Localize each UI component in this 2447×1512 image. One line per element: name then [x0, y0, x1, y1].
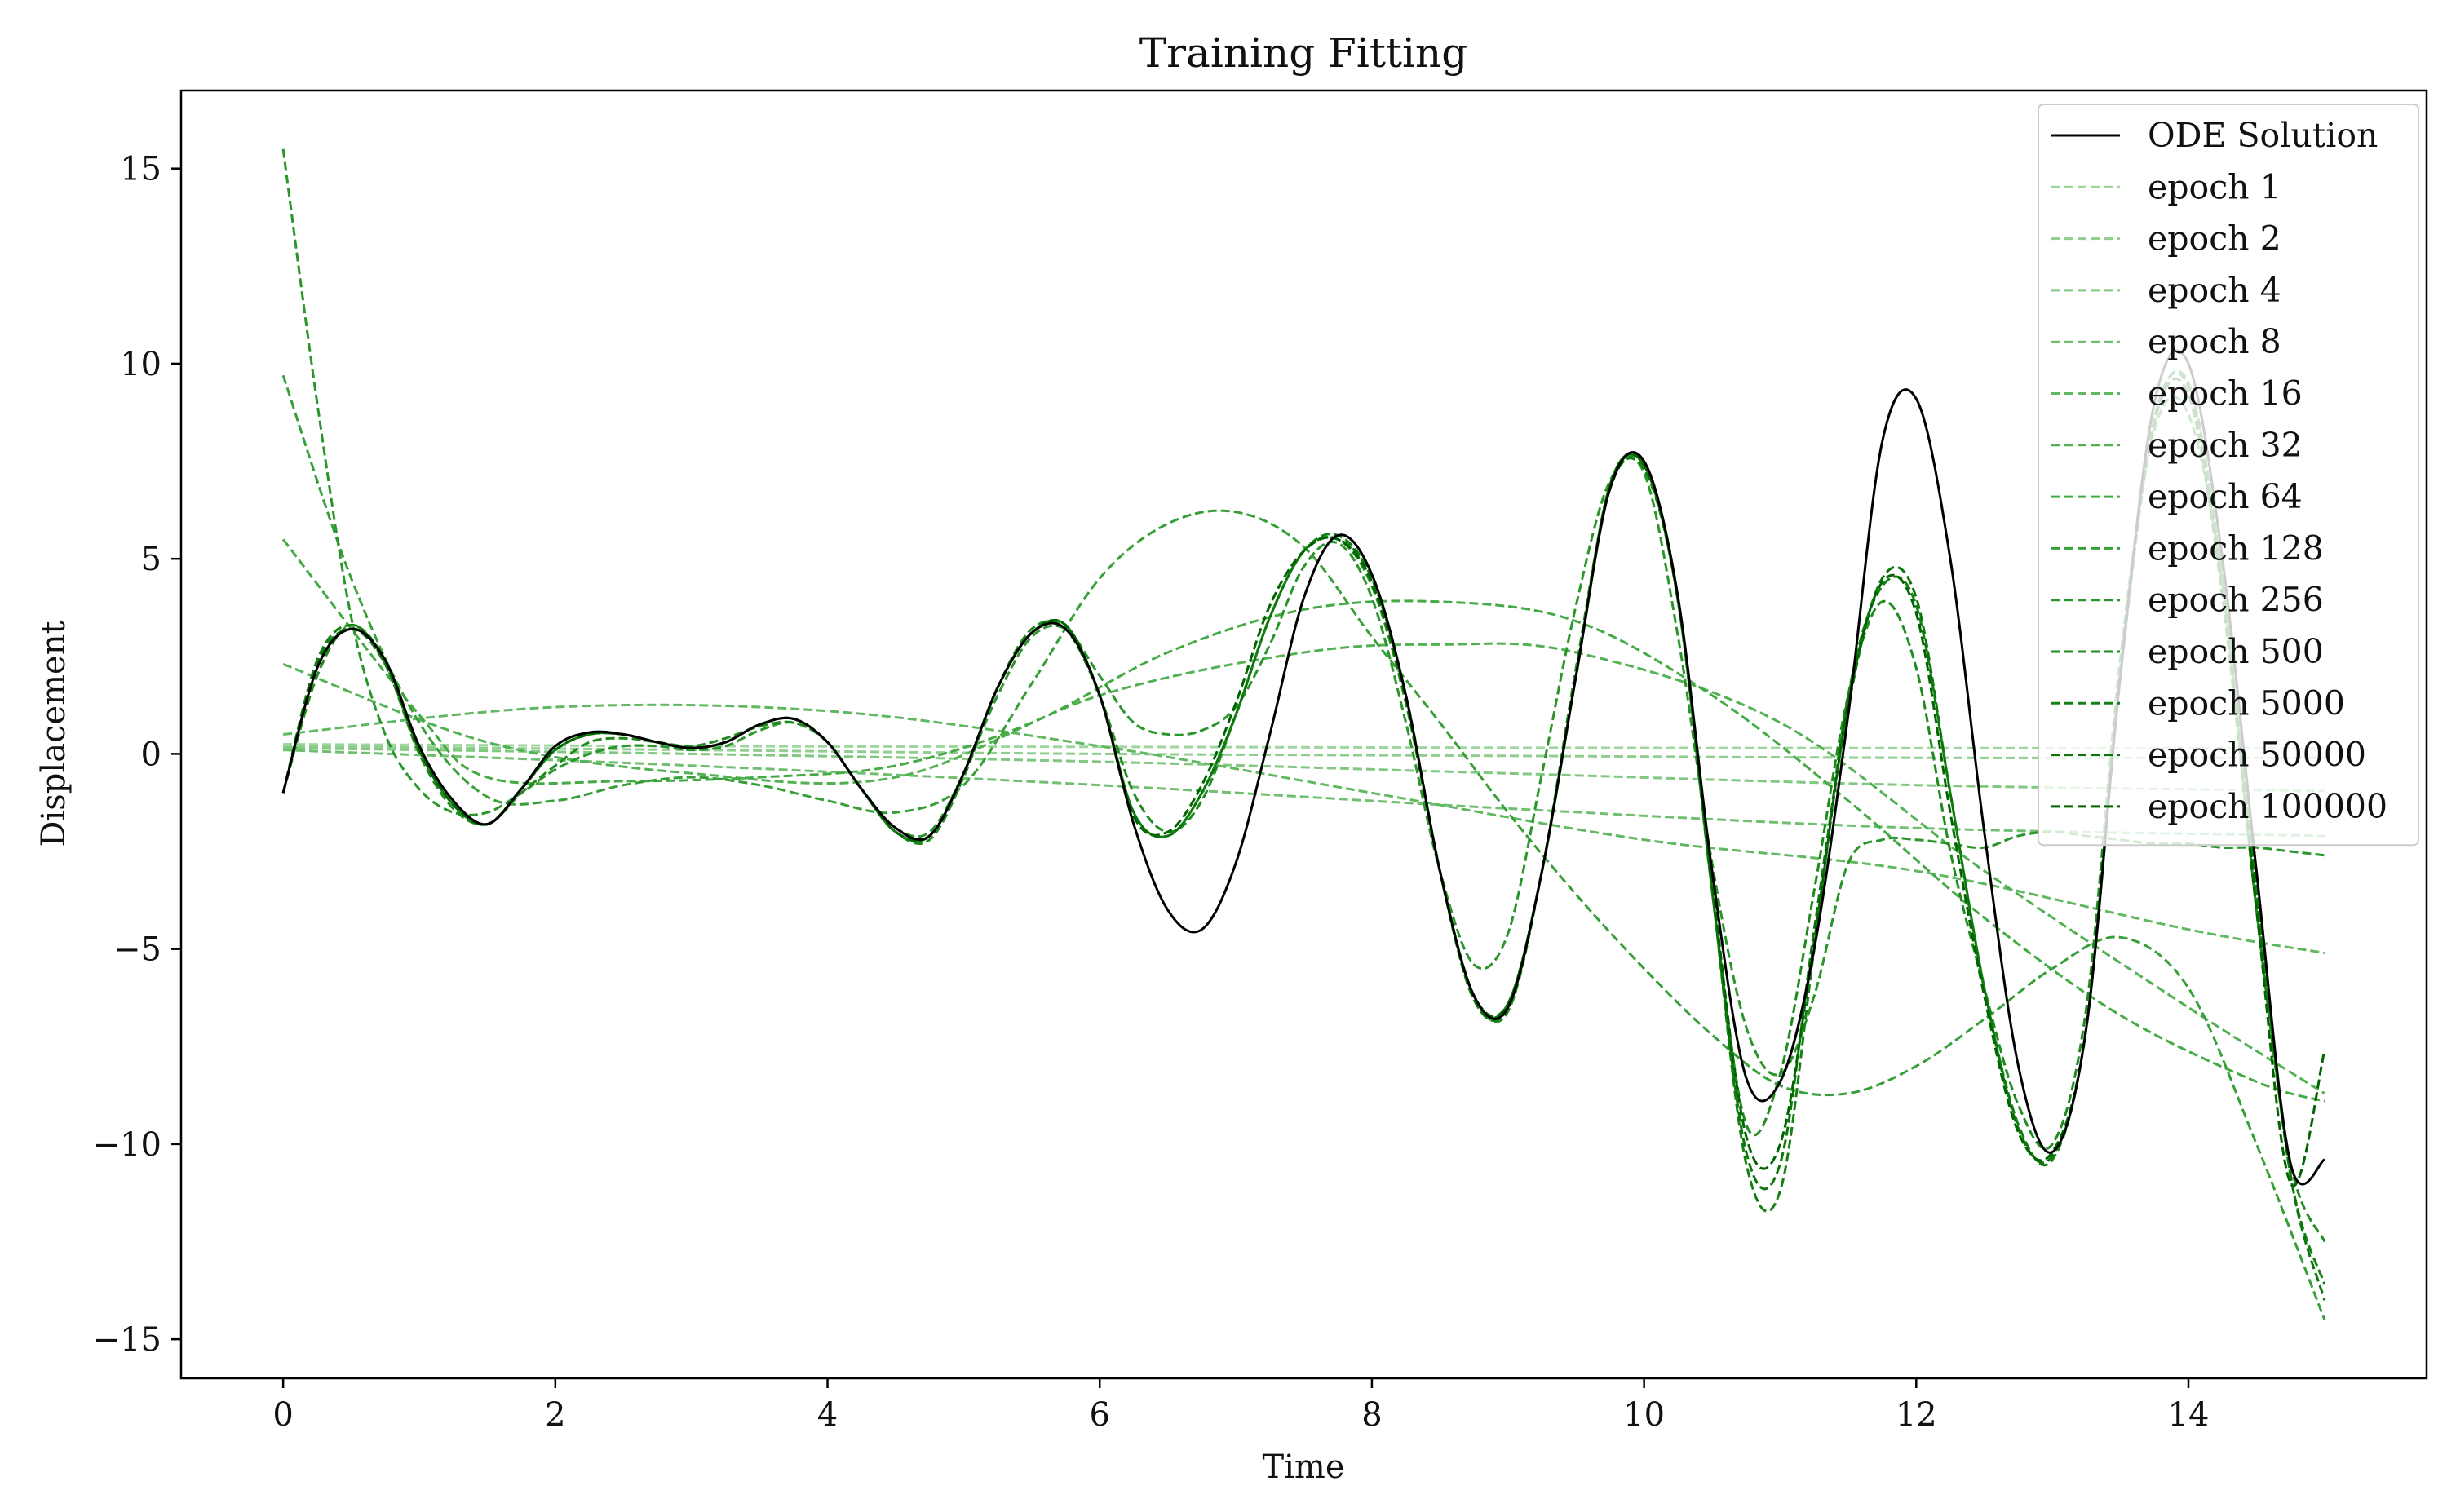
legend-label-3: epoch 4 — [2148, 271, 2281, 310]
legend-label-6: epoch 32 — [2148, 426, 2303, 465]
x-tick-label: 10 — [1623, 1396, 1665, 1434]
legend-label-5: epoch 16 — [2148, 374, 2303, 413]
y-tick-label: 0 — [141, 736, 162, 773]
legend-label-10: epoch 500 — [2148, 632, 2324, 671]
series-line-0 — [281, 349, 2325, 1186]
legend-box — [2038, 104, 2419, 847]
y-tick-label: 10 — [120, 346, 162, 383]
series-line-9 — [281, 148, 2325, 1077]
series-layer — [281, 148, 2326, 1320]
series-line-1 — [283, 743, 2325, 749]
legend-label-8: epoch 128 — [2148, 528, 2324, 568]
x-tick-label: 2 — [545, 1396, 565, 1434]
x-axis-label: Time — [1262, 1448, 1344, 1486]
legend: ODE Solution epoch 1 epoch 2 epoch 4 epoch 8… — [2038, 104, 2419, 847]
x-tick-label: 0 — [272, 1396, 293, 1434]
legend-label-12: epoch 50000 — [2148, 736, 2366, 775]
plot-area-frame — [179, 89, 2428, 1380]
series-line-5 — [282, 703, 2325, 954]
x-tick-label: 12 — [1896, 1396, 1937, 1434]
x-tick-label: 8 — [1361, 1396, 1382, 1434]
y-tick-label: −5 — [113, 931, 162, 969]
x-tick-label: 14 — [2168, 1396, 2210, 1434]
legend-label-4: epoch 8 — [2148, 322, 2281, 361]
legend-label-7: epoch 64 — [2148, 477, 2303, 516]
chart-title: Training Fitting — [1139, 29, 1467, 77]
series-line-7 — [281, 538, 2325, 1103]
y-tick-label: −10 — [93, 1126, 162, 1164]
x-axis-ticks: 0 2 4 6 8 10 12 14 — [272, 1378, 2209, 1434]
series-line-3 — [283, 746, 2325, 793]
legend-label-13: epoch 100000 — [2148, 787, 2387, 826]
x-tick-label: 6 — [1090, 1396, 1110, 1434]
legend-label-2: epoch 2 — [2148, 219, 2281, 259]
y-axis-ticks: −15 −10 −5 0 5 10 15 — [93, 151, 181, 1359]
y-tick-label: 5 — [141, 541, 162, 578]
series-line-6 — [282, 642, 2325, 1094]
y-tick-label: −15 — [93, 1321, 162, 1359]
series-line-4 — [283, 749, 2325, 838]
y-axis-label: Displacement — [35, 621, 73, 847]
series-line-2 — [283, 745, 2325, 759]
y-tick-label: 15 — [120, 151, 162, 188]
legend-label-0: ODE Solution — [2148, 116, 2378, 155]
legend-label-1: epoch 1 — [2148, 167, 2281, 206]
legend-label-9: epoch 256 — [2148, 581, 2324, 620]
x-tick-label: 4 — [817, 1396, 838, 1434]
legend-items: ODE Solution epoch 1 epoch 2 epoch 4 epoch 8… — [2051, 116, 2387, 826]
legend-label-11: epoch 5000 — [2148, 683, 2345, 723]
